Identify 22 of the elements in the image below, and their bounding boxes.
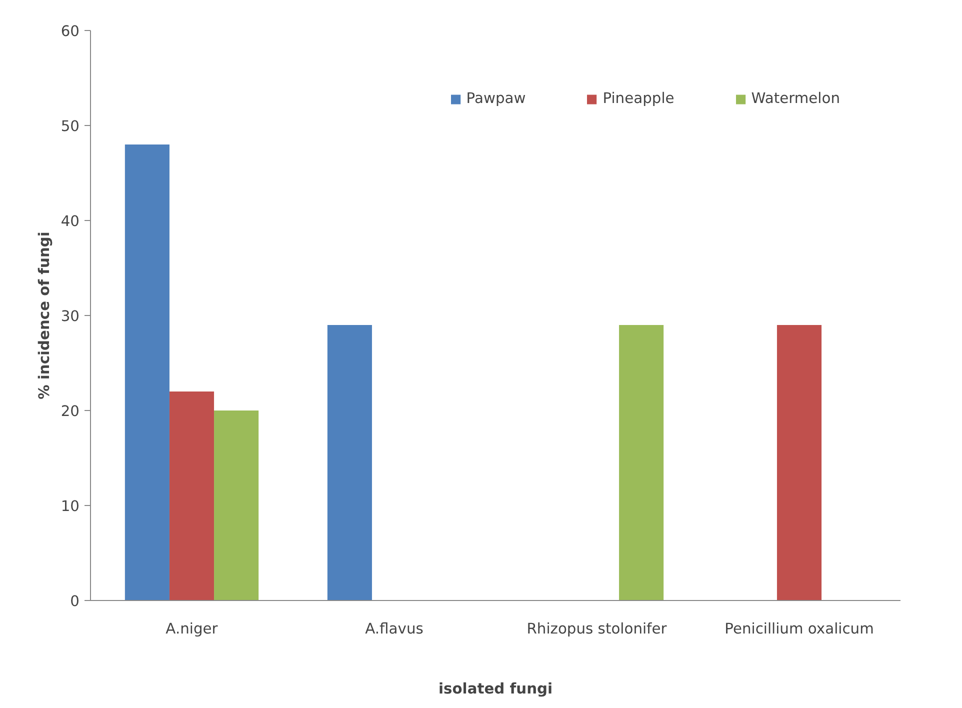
y-tick-label: 30 bbox=[60, 308, 80, 325]
bar bbox=[124, 144, 170, 600]
bar bbox=[776, 325, 822, 600]
bar bbox=[327, 325, 372, 600]
x-tick-label: A.niger bbox=[166, 620, 219, 638]
x-tick-label: A.flavus bbox=[365, 620, 424, 638]
bar bbox=[169, 392, 214, 600]
legend-label: Pineapple bbox=[602, 90, 674, 107]
x-axis-title: isolated fungi bbox=[438, 680, 553, 698]
y-axis-title: % incidence of fungi bbox=[36, 232, 53, 400]
x-tick-label: Penicillium oxalicum bbox=[724, 620, 874, 638]
legend-label: Pawpaw bbox=[466, 90, 526, 107]
bar bbox=[619, 325, 664, 600]
y-tick-label: 20 bbox=[60, 403, 80, 420]
y-tick-label: 0 bbox=[70, 593, 80, 610]
legend-label: Watermelon bbox=[751, 90, 840, 107]
y-tick-label: 60 bbox=[60, 23, 80, 40]
x-tick-label: Rhizopus stolonifer bbox=[526, 620, 668, 638]
y-tick-label: 40 bbox=[60, 213, 80, 230]
bar bbox=[214, 410, 259, 600]
y-tick-label: 50 bbox=[60, 118, 80, 135]
y-tick-label: 10 bbox=[60, 498, 80, 515]
